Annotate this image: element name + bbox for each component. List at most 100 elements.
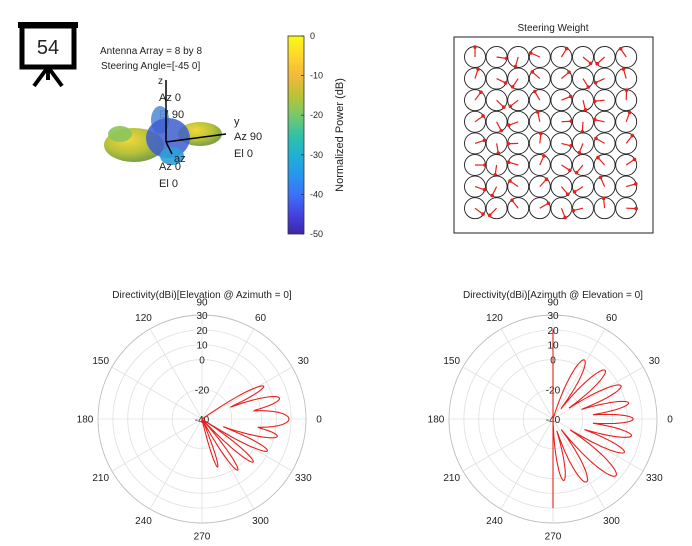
- steering-phasor-tip: [539, 131, 543, 136]
- steering-phasor-tip: [510, 85, 515, 89]
- steering-phasor-tip: [565, 192, 570, 197]
- polar-angle-label: 180: [428, 415, 445, 426]
- steering-element: [572, 175, 594, 198]
- steering-phasor-tip: [510, 198, 514, 203]
- steering-element: [507, 175, 530, 198]
- steering-element: [485, 110, 508, 133]
- y-axis-az: Az 90: [234, 131, 262, 143]
- board-leg-left: [32, 65, 50, 88]
- array-size-label: Antenna Array = 8 by 8: [100, 46, 202, 57]
- steering-phasor-tip: [507, 123, 511, 127]
- steering-phasor-tip: [593, 80, 598, 85]
- polar-spoke: [552, 418, 606, 510]
- x-axis-name: az: [174, 153, 186, 165]
- polar-chart-azimuth: Directivity(dBi)[Azimuth @ Elevation = 0…: [428, 290, 674, 543]
- polar-radial-label: 20: [196, 326, 208, 337]
- steering-element: [550, 67, 573, 90]
- polar-angle-label: 300: [603, 516, 620, 527]
- steering-phasor-tip: [506, 141, 511, 146]
- polar-angle-label: 90: [547, 298, 559, 309]
- steering-phasor-tip: [583, 108, 588, 112]
- steering-element: [485, 175, 508, 198]
- steering-element: [615, 154, 638, 176]
- steering-element: [464, 110, 486, 133]
- x-axis-el: El 0: [159, 178, 178, 190]
- colorbar-tick-label: -50: [310, 229, 323, 239]
- x-axis-az: Az 0: [159, 161, 181, 173]
- steering-element: [507, 110, 530, 133]
- steering-weight-panel: Steering Weight: [453, 23, 654, 234]
- polar-angle-label: 120: [486, 313, 503, 324]
- steering-phasor-tip: [481, 212, 485, 216]
- polar-angle-label: 60: [255, 313, 267, 324]
- steering-phasor-tip: [588, 61, 593, 66]
- y-axis-el: El 0: [234, 148, 253, 160]
- colorbar-tick-label: 0: [310, 31, 315, 41]
- steering-phasor-tip: [535, 110, 540, 114]
- steering-phasor-tip: [490, 193, 494, 198]
- polar-angle-label: 270: [545, 532, 562, 543]
- polar-spoke: [111, 366, 203, 420]
- steering-element: [528, 197, 551, 220]
- steering-phasor-tip: [621, 67, 626, 71]
- polar-spoke: [462, 418, 554, 472]
- steering-element: [485, 89, 508, 112]
- polar-chart-elevation: Directivity(dBi)[Elevation @ Azimuth = 0…: [77, 290, 323, 543]
- y-axis-line: [165, 133, 227, 143]
- polar-angle-label: 0: [667, 415, 673, 426]
- steering-element: [550, 197, 573, 220]
- steering-element: [528, 154, 551, 176]
- polar-series-line: [201, 385, 290, 471]
- side-lobe-small: [108, 126, 132, 142]
- polar-angle-label: 240: [135, 516, 152, 527]
- steering-phasor-tip: [568, 168, 572, 173]
- steering-phasor-tip: [574, 170, 579, 175]
- z-axis-az: Az 0: [159, 92, 181, 104]
- steering-phasor-tip: [542, 154, 546, 158]
- steering-element: [615, 175, 638, 198]
- slide-badge: 54: [18, 22, 78, 88]
- steering-element: [593, 46, 616, 68]
- polar-spoke: [500, 418, 554, 510]
- steering-phasor-tip: [501, 105, 506, 109]
- polar-title: Directivity(dBi)[Azimuth @ Elevation = 0…: [463, 290, 643, 301]
- polar-angle-label: 240: [486, 516, 503, 527]
- polar-angle-label: 300: [252, 516, 269, 527]
- polar-radial-label: 10: [196, 341, 208, 352]
- steering-element: [572, 154, 594, 176]
- steering-phasor-tip: [601, 196, 606, 201]
- polar-spoke: [149, 418, 203, 510]
- steering-phasor-tip: [595, 61, 600, 66]
- polar-spoke: [500, 328, 554, 420]
- steering-phasor-tip: [564, 46, 569, 51]
- steering-weight-title: Steering Weight: [518, 23, 589, 34]
- steering-element: [485, 67, 508, 90]
- steering-element: [593, 154, 616, 176]
- polar-spoke: [552, 328, 606, 420]
- steering-phasor-tip: [572, 190, 577, 194]
- steering-phasor-tip: [546, 201, 551, 206]
- polar-spoke: [111, 418, 203, 472]
- steering-phasor-tip: [618, 46, 623, 51]
- steering-element: [593, 67, 616, 90]
- steering-element: [507, 46, 530, 68]
- steering-element: [507, 154, 530, 176]
- polar-angle-label: 210: [443, 473, 460, 484]
- polar-angle-label: 0: [316, 415, 322, 426]
- pattern-3d-lobes: [104, 106, 222, 165]
- pattern-3d-panel: Antenna Array = 8 by 8 Steering Angle=[-…: [100, 46, 262, 190]
- steering-phasor-tip: [487, 213, 492, 218]
- steering-element: [550, 175, 573, 198]
- colorbar-gradient: [287, 35, 305, 235]
- polar-angle-label: 270: [194, 532, 211, 543]
- steering-element: [507, 67, 530, 90]
- colorbar-tick-label: -10: [310, 71, 323, 81]
- steering-phasor-tip: [634, 206, 638, 211]
- polar-spoke: [149, 328, 203, 420]
- steering-phasor-tip: [473, 45, 477, 49]
- steering-phasor-tip: [577, 150, 582, 155]
- polar-angle-label: 180: [77, 415, 94, 426]
- polar-spoke: [201, 328, 255, 420]
- polar-angle-label: 90: [196, 298, 208, 309]
- x-axis-line: [165, 141, 173, 155]
